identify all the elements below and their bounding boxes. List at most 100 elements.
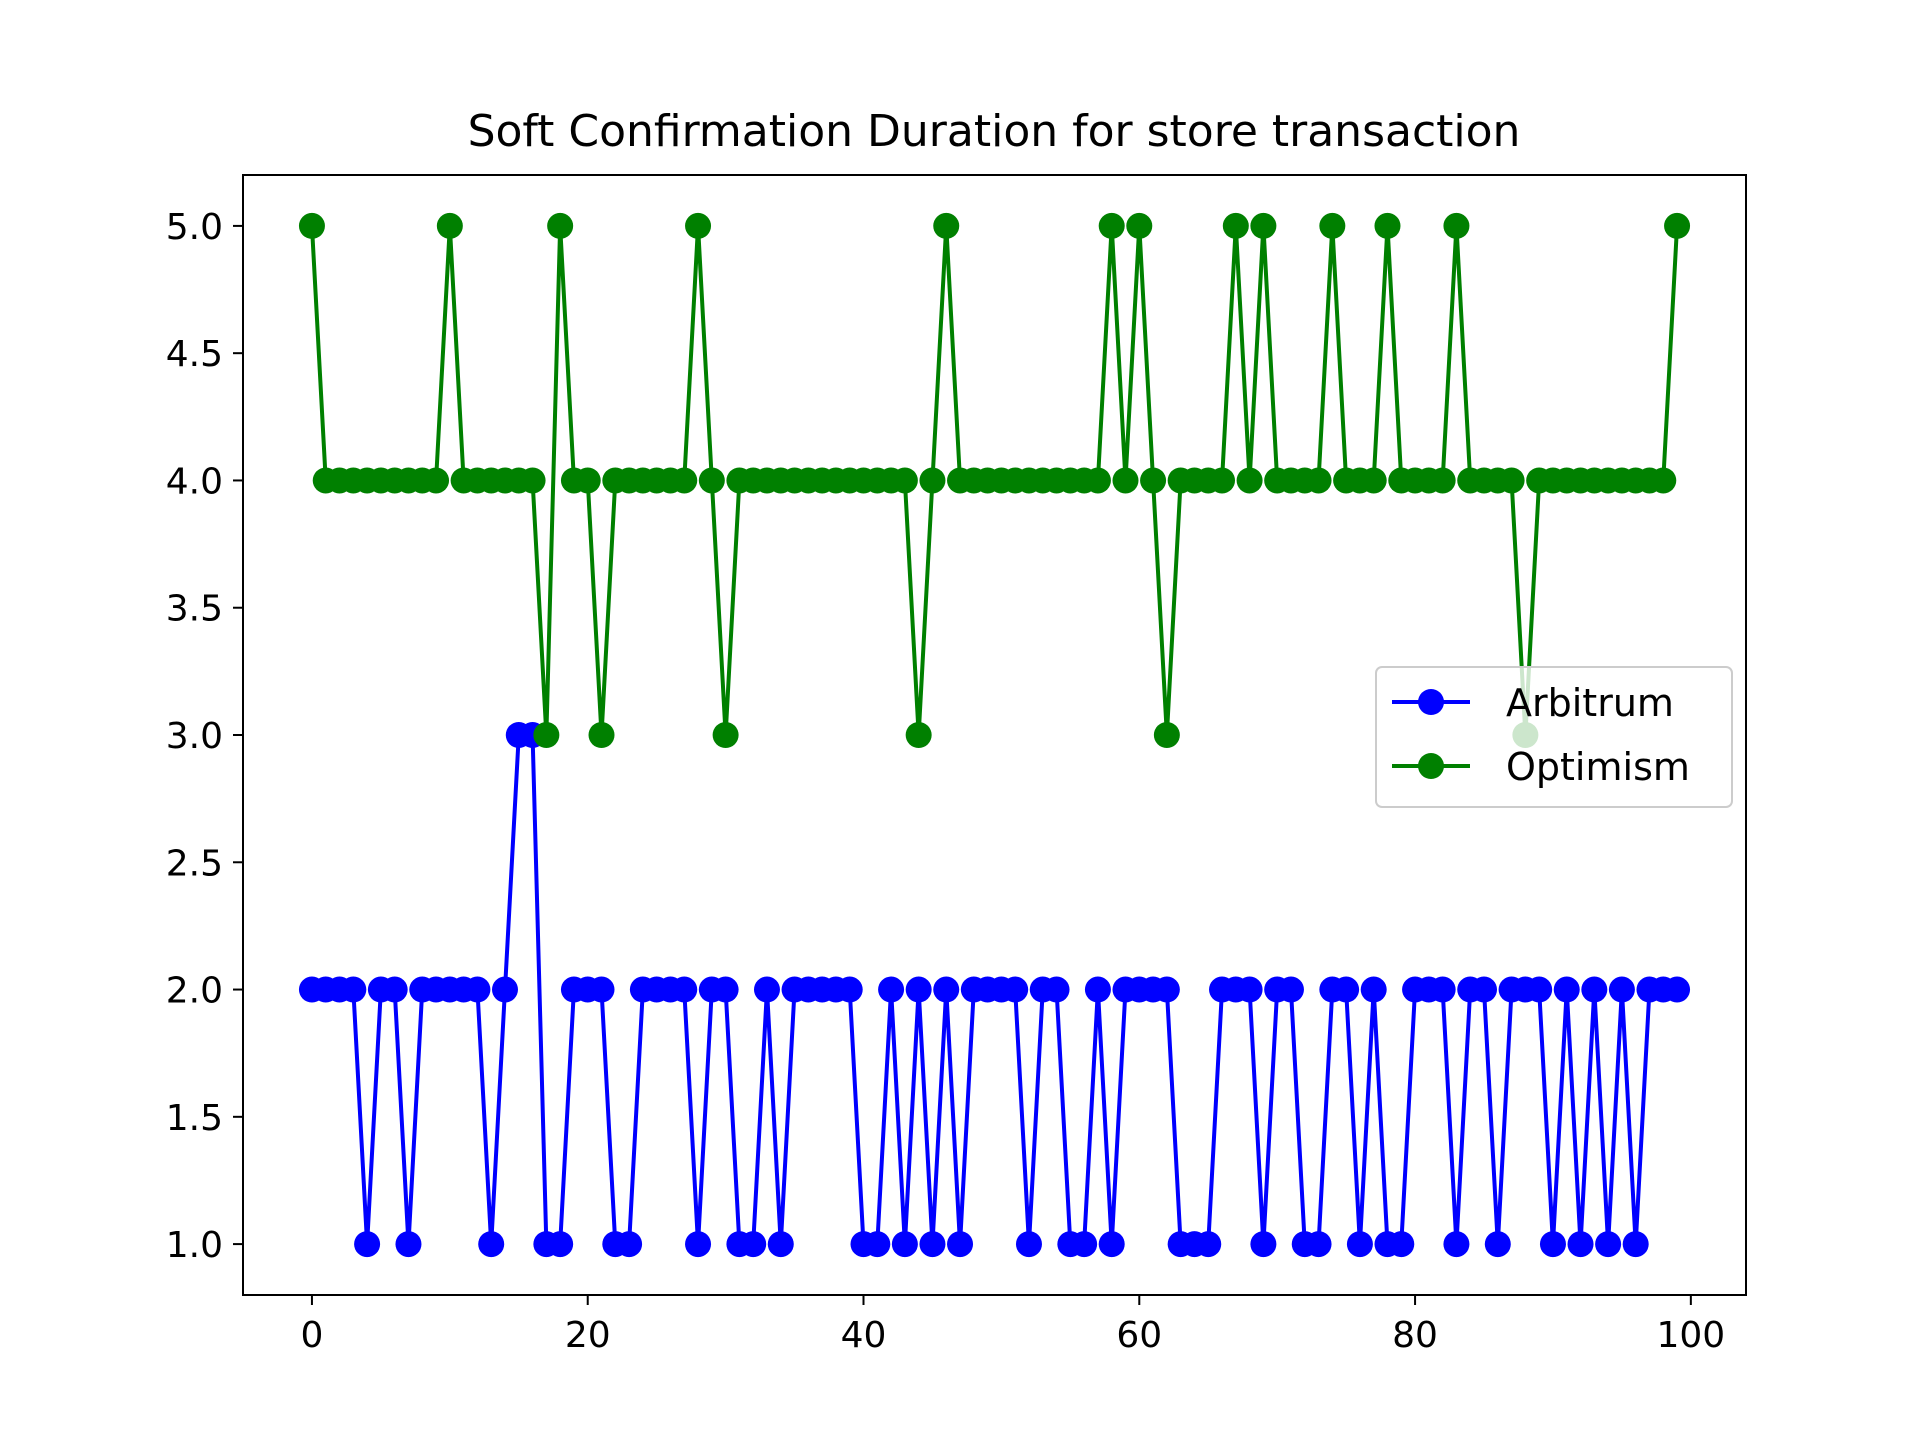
arbitrum-point <box>1581 976 1608 1003</box>
arbitrum-point <box>1664 976 1691 1003</box>
optimism-point <box>698 467 725 494</box>
arbitrum-point <box>836 976 863 1003</box>
arbitrum-point <box>1553 976 1580 1003</box>
arbitrum-point <box>478 1231 505 1258</box>
arbitrum-point <box>671 976 698 1003</box>
optimism-point <box>1319 212 1346 239</box>
chart-title: Soft Confirmation Duration for store tra… <box>468 106 1521 157</box>
optimism-point <box>547 212 574 239</box>
optimism-point <box>1443 212 1470 239</box>
arbitrum-point <box>1071 1231 1098 1258</box>
optimism-point <box>1429 467 1456 494</box>
x-tick-label: 20 <box>565 1315 611 1356</box>
arbitrum-point <box>547 1231 574 1258</box>
optimism-point <box>1650 467 1677 494</box>
arbitrum-point <box>767 1231 794 1258</box>
arbitrum-point <box>1153 976 1180 1003</box>
arbitrum-point <box>1015 1231 1042 1258</box>
optimism-point <box>1084 467 1111 494</box>
legend-label-optimism: Optimism <box>1506 745 1690 789</box>
arbitrum-point <box>340 976 367 1003</box>
legend: Arbitrum Optimism <box>1375 666 1733 808</box>
y-tick-label: 1.5 <box>166 1098 223 1139</box>
arbitrum-point <box>740 1231 767 1258</box>
optimism-point <box>1498 467 1525 494</box>
plot-series <box>298 212 1691 1258</box>
optimism-point <box>1360 467 1387 494</box>
arbitrum-point <box>1484 1231 1511 1258</box>
arbitrum-point <box>919 1231 946 1258</box>
optimism-point <box>1126 212 1153 239</box>
optimism-point <box>588 722 615 748</box>
arbitrum-point <box>1471 976 1498 1003</box>
optimism-point <box>436 212 463 239</box>
optimism-point <box>1236 467 1263 494</box>
arbitrum-point <box>1526 976 1553 1003</box>
y-tick-label: 5.0 <box>166 207 223 248</box>
y-tick-label: 4.0 <box>166 461 223 502</box>
plot-frame <box>242 174 1747 1296</box>
arbitrum-point <box>616 1231 643 1258</box>
arbitrum-point <box>1360 976 1387 1003</box>
legend-arbitrum-marker <box>1418 689 1444 715</box>
x-tick-label: 60 <box>1116 1315 1162 1356</box>
arbitrum-point <box>1622 1231 1649 1258</box>
arbitrum-point <box>1608 976 1635 1003</box>
optimism-point <box>1305 467 1332 494</box>
arbitrum-point <box>1539 1231 1566 1258</box>
x-tick-label: 100 <box>1656 1315 1725 1356</box>
x-axis: 0 20 40 60 80 100 <box>300 1295 1725 1356</box>
arbitrum-point <box>491 976 518 1003</box>
arbitrum-point <box>753 976 780 1003</box>
y-tick-label: 2.5 <box>166 843 223 884</box>
arbitrum-point <box>464 976 491 1003</box>
optimism-point <box>519 467 546 494</box>
arbitrum-point <box>864 1231 891 1258</box>
optimism-point <box>1222 212 1249 239</box>
y-tick-label: 3.5 <box>166 589 223 630</box>
x-tick-label: 0 <box>300 1315 323 1356</box>
arbitrum-point <box>1346 1231 1373 1258</box>
y-tick-label: 4.5 <box>166 334 223 375</box>
arbitrum-point <box>947 1231 974 1258</box>
arbitrum-point <box>1429 976 1456 1003</box>
arbitrum-point <box>1043 976 1070 1003</box>
arbitrum-point <box>1098 1231 1125 1258</box>
arbitrum-point <box>685 1231 712 1258</box>
arbitrum-point <box>1305 1231 1332 1258</box>
arbitrum-point <box>381 976 408 1003</box>
optimism-point <box>1664 212 1691 239</box>
arbitrum-point <box>1236 976 1263 1003</box>
optimism-point <box>933 212 960 239</box>
optimism-point <box>685 212 712 239</box>
arbitrum-point <box>395 1231 422 1258</box>
optimism-point <box>1153 722 1180 748</box>
arbitrum-point <box>878 976 905 1003</box>
optimism-point <box>1209 467 1236 494</box>
y-tick-label: 3.0 <box>166 716 223 757</box>
optimism-point <box>919 467 946 494</box>
y-tick-label: 1.0 <box>166 1225 223 1266</box>
legend-optimism-marker <box>1418 753 1444 779</box>
optimism-point <box>1250 212 1277 239</box>
x-tick-label: 80 <box>1392 1315 1438 1356</box>
arbitrum-point <box>905 976 932 1003</box>
optimism-point <box>574 467 601 494</box>
x-tick-label: 40 <box>841 1315 887 1356</box>
optimism-point <box>891 467 918 494</box>
optimism-point <box>423 467 450 494</box>
arbitrum-point <box>1333 976 1360 1003</box>
arbitrum-point <box>1195 1231 1222 1258</box>
arbitrum-point <box>1250 1231 1277 1258</box>
y-axis: 1.0 1.5 2.0 2.5 3.0 3.5 4.0 4.5 5.0 <box>166 207 243 1266</box>
optimism-point <box>298 212 325 239</box>
arbitrum-point <box>1277 976 1304 1003</box>
arbitrum-point <box>1084 976 1111 1003</box>
y-tick-label: 2.0 <box>166 971 223 1012</box>
optimism-point <box>1098 212 1125 239</box>
arbitrum-point <box>1443 1231 1470 1258</box>
arbitrum-point <box>1388 1231 1415 1258</box>
arbitrum-point <box>1567 1231 1594 1258</box>
optimism-point <box>1112 467 1139 494</box>
